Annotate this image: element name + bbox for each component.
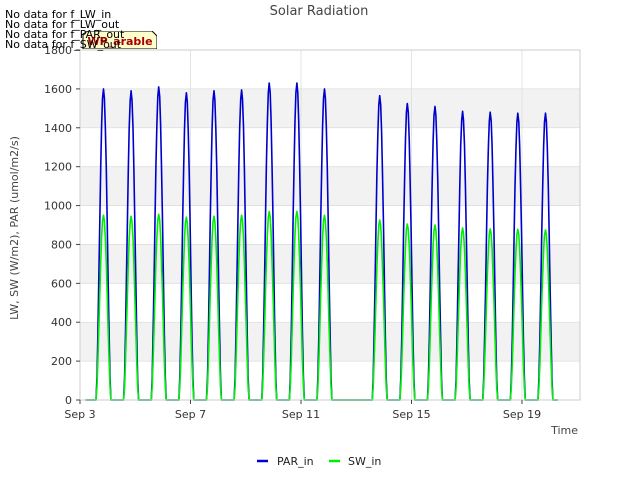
y-axis-label: LW, SW (W/m2), PAR (umol/m2/s) xyxy=(8,136,21,320)
y-tick-label: 1400 xyxy=(44,122,72,135)
grid-band xyxy=(80,88,580,128)
chart-title: Solar Radiation xyxy=(270,4,369,19)
legend-label-sw-in: SW_in xyxy=(348,455,381,468)
y-axis-ticks: 0 200 400 600 800 1000 1200 1400 1600 1800 xyxy=(44,44,80,407)
x-tick-label: Sep 19 xyxy=(503,408,541,421)
no-data-message: No data for f_PAR_out xyxy=(5,28,125,41)
x-tick-label: Sep 7 xyxy=(175,408,206,421)
y-tick-label: 1800 xyxy=(44,44,72,57)
y-tick-label: 1600 xyxy=(44,83,72,96)
site-badge-label: WP_arable xyxy=(87,35,152,48)
x-tick-label: Sep 15 xyxy=(392,408,430,421)
legend: PAR_in SW_in xyxy=(257,455,381,468)
y-tick-label: 0 xyxy=(65,394,72,407)
y-tick-label: 1200 xyxy=(44,161,72,174)
x-axis-label: Time xyxy=(550,424,578,437)
y-tick-label: 400 xyxy=(51,316,72,329)
x-tick-label: Sep 3 xyxy=(64,408,95,421)
legend-label-par-in: PAR_in xyxy=(277,455,314,468)
no-data-message: No data for f_LW_in xyxy=(5,8,112,21)
y-tick-label: 1000 xyxy=(44,200,72,213)
y-tick-label: 600 xyxy=(51,277,72,290)
x-axis-ticks: Sep 3 Sep 7 Sep 11 Sep 15 Sep 19 xyxy=(64,400,541,421)
x-tick-label: Sep 11 xyxy=(282,408,320,421)
y-tick-label: 800 xyxy=(51,238,72,251)
no-data-message: No data for f_LW_out xyxy=(5,18,120,31)
grid-band xyxy=(80,166,580,206)
site-badge: WP_arable xyxy=(82,31,157,49)
y-tick-label: 200 xyxy=(51,355,72,368)
no-data-message: No data for f_SW_out xyxy=(5,38,122,51)
plot-frame xyxy=(79,49,581,401)
